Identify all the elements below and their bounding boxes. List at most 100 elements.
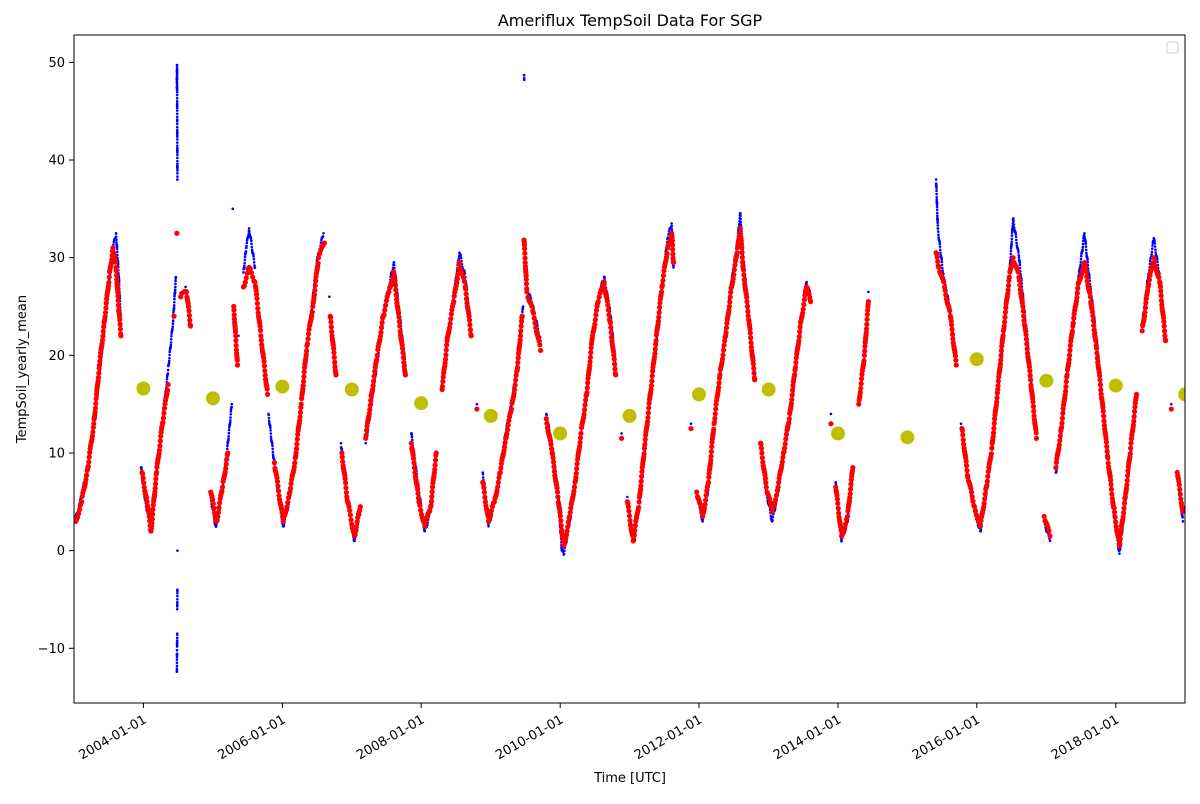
red-point <box>792 372 798 378</box>
red-point <box>231 312 237 318</box>
red-point <box>328 319 334 325</box>
red-point <box>451 299 457 305</box>
red-point <box>262 372 268 378</box>
red-point <box>212 510 218 516</box>
red-point <box>86 459 92 465</box>
red-point <box>800 306 806 312</box>
red-point <box>759 455 765 461</box>
red-point <box>581 411 587 417</box>
red-point <box>481 484 487 491</box>
red-point <box>604 298 610 304</box>
red-point <box>522 246 528 252</box>
blue-point <box>176 178 179 181</box>
red-point <box>670 251 676 257</box>
blue-point <box>410 433 414 437</box>
blue-point <box>175 93 179 97</box>
blue-point <box>176 600 179 604</box>
blue-point <box>243 261 246 265</box>
red-point <box>186 308 192 314</box>
red-point <box>582 402 588 408</box>
blue-point <box>522 78 526 82</box>
red-point <box>305 331 312 337</box>
blue-point <box>603 277 607 280</box>
blue-point <box>252 257 256 261</box>
red-point <box>532 320 538 326</box>
red-point <box>858 376 865 382</box>
red-point <box>934 254 940 260</box>
red-point <box>370 383 376 389</box>
red-point <box>294 441 300 447</box>
red-point <box>496 475 502 481</box>
blue-point <box>114 232 118 235</box>
red-point <box>117 321 123 327</box>
blue-point <box>167 361 171 365</box>
red-point <box>661 268 667 274</box>
red-point <box>558 523 564 529</box>
red-point <box>631 532 637 538</box>
blue-point <box>227 435 231 438</box>
blue-point <box>175 88 179 92</box>
red-point <box>593 312 599 318</box>
blue-point <box>1084 240 1087 244</box>
red-point <box>300 383 306 389</box>
blue-point <box>243 264 246 267</box>
red-point <box>789 387 796 393</box>
blue-point <box>1010 234 1014 237</box>
red-point <box>953 362 959 368</box>
blue-point <box>269 432 273 435</box>
blue-point <box>1181 520 1185 523</box>
red-point <box>789 397 795 403</box>
red-point <box>758 445 765 451</box>
blue-point <box>175 115 179 119</box>
red-point <box>339 454 345 460</box>
red-point <box>581 407 588 413</box>
red-point <box>252 279 258 285</box>
red-point <box>862 343 868 349</box>
red-point <box>448 311 454 317</box>
red-point <box>276 492 282 499</box>
blue-point <box>250 245 254 249</box>
red-point <box>720 352 726 358</box>
red-point <box>497 469 503 476</box>
red-point <box>716 384 722 391</box>
red-point <box>315 260 321 266</box>
red-point <box>723 325 730 331</box>
red-point <box>592 317 598 323</box>
red-point <box>93 401 99 407</box>
blue-point <box>173 297 176 301</box>
blue-point <box>175 667 179 670</box>
blue-point <box>936 224 940 227</box>
blue-point <box>250 248 254 252</box>
red-point <box>393 292 399 298</box>
red-point <box>720 347 727 353</box>
blue-point <box>626 495 629 499</box>
red-point <box>593 307 600 313</box>
red-point <box>428 502 434 508</box>
red-point <box>847 486 854 492</box>
blue-point <box>176 144 179 147</box>
red-point <box>750 361 756 367</box>
red-point <box>429 489 435 495</box>
red-point <box>940 279 947 285</box>
red-point <box>368 397 374 404</box>
blue-point <box>175 125 179 129</box>
red-point <box>740 267 747 273</box>
red-point <box>463 296 470 302</box>
blue-point <box>670 222 673 225</box>
red-point <box>183 289 190 295</box>
red-point <box>739 245 745 251</box>
red-point <box>783 436 789 442</box>
red-point <box>397 328 403 335</box>
red-point <box>522 260 528 266</box>
red-point <box>395 310 402 316</box>
red-point <box>595 299 601 305</box>
red-point <box>261 358 267 364</box>
red-point <box>95 374 102 381</box>
red-point <box>649 373 655 379</box>
red-point <box>952 353 959 359</box>
red-point <box>942 287 948 293</box>
red-point <box>847 495 853 501</box>
red-point <box>101 324 107 330</box>
red-point <box>783 431 789 437</box>
red-point <box>988 451 994 457</box>
